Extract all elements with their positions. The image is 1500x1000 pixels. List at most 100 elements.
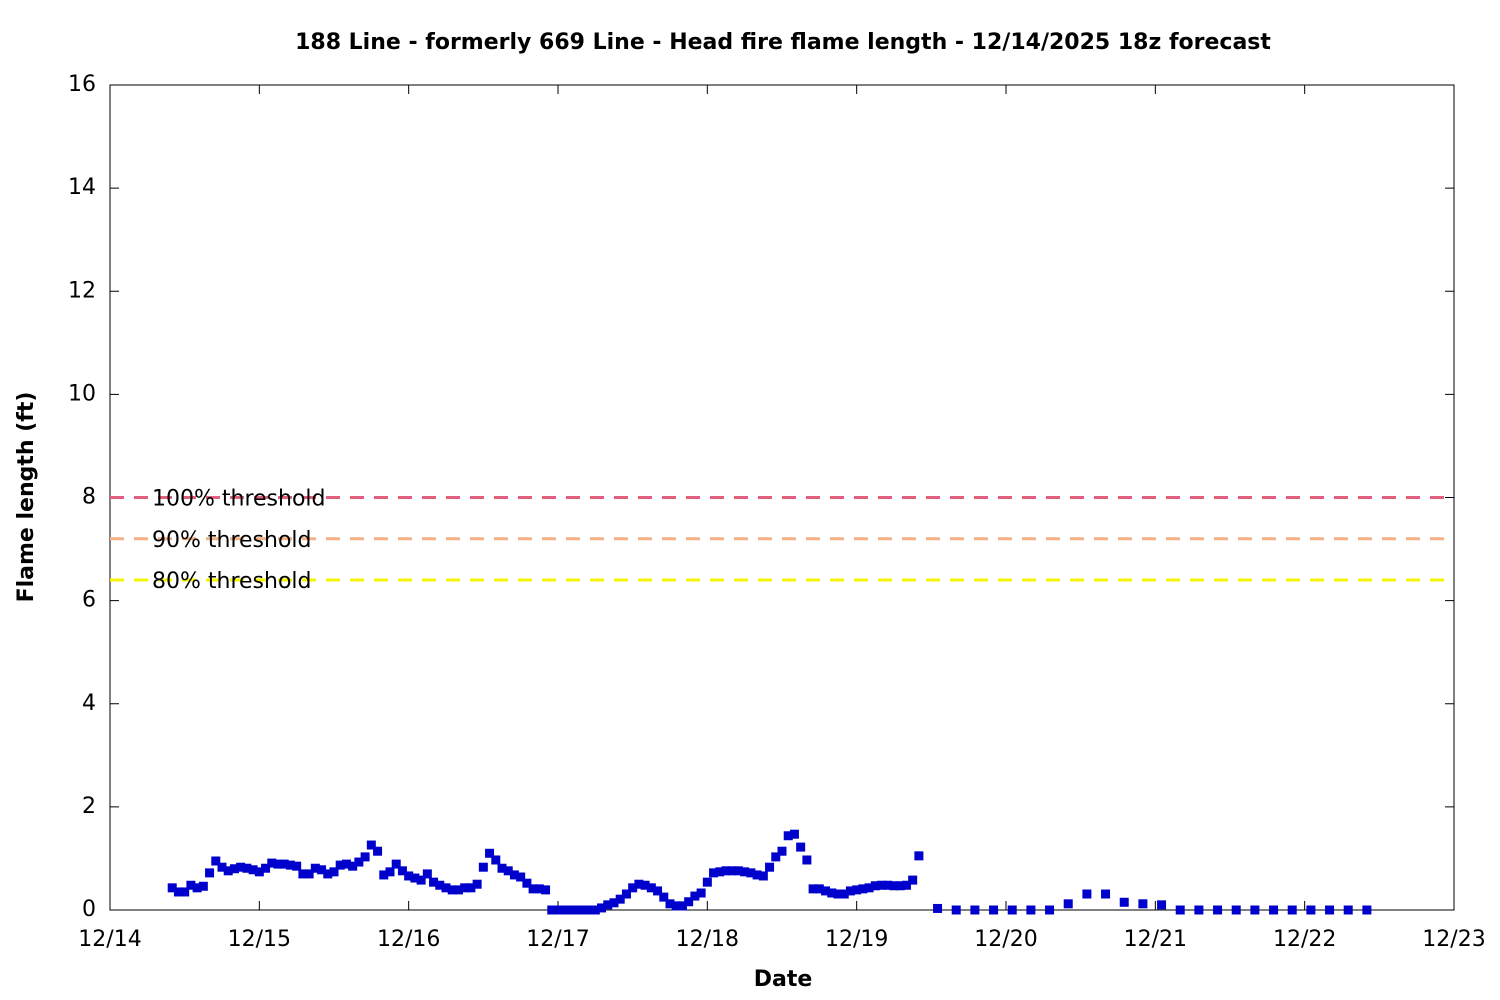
data-point [397, 866, 407, 876]
data-point [180, 887, 190, 897]
data-point [789, 829, 799, 839]
data-point [1175, 905, 1185, 915]
x-tick-label: 12/18 [676, 927, 739, 952]
data-point [1007, 905, 1017, 915]
data-point [1082, 889, 1092, 899]
data-point [895, 881, 905, 891]
x-tick-label: 12/23 [1422, 927, 1485, 952]
data-point [646, 883, 656, 893]
data-point [242, 863, 252, 873]
data-point [1325, 905, 1335, 915]
data-point [1045, 905, 1055, 915]
y-tick-label: 8 [82, 485, 96, 510]
data-point [603, 900, 613, 910]
y-tick-label: 14 [68, 175, 96, 200]
data-point [273, 859, 283, 869]
data-point [341, 859, 351, 869]
data-point [709, 868, 719, 878]
data-point [248, 865, 258, 875]
data-point [827, 888, 837, 898]
data-point [485, 848, 495, 858]
data-point [453, 885, 463, 895]
data-point [590, 905, 600, 915]
data-point [391, 859, 401, 869]
data-point [1362, 905, 1372, 915]
data-point [1101, 889, 1111, 899]
data-point [677, 901, 687, 911]
data-point [758, 871, 768, 881]
chart-title: 188 Line - formerly 669 Line - Head fire… [295, 30, 1271, 55]
data-point [541, 885, 551, 895]
data-point [597, 903, 607, 913]
data-point [615, 894, 625, 904]
data-point [503, 866, 513, 876]
data-point [422, 869, 432, 879]
data-point [217, 862, 227, 872]
data-point [497, 863, 507, 873]
data-point [285, 860, 295, 870]
data-point [472, 879, 482, 889]
data-point [733, 866, 743, 876]
data-point [628, 883, 638, 893]
threshold-label: 80% threshold [152, 569, 312, 594]
data-point [223, 866, 233, 876]
data-point [951, 905, 961, 915]
data-point [771, 852, 781, 862]
data-point [808, 884, 818, 894]
data-point [653, 886, 663, 896]
data-point [933, 903, 943, 913]
y-tick-label: 2 [82, 794, 96, 819]
data-point [298, 869, 308, 879]
data-point [323, 869, 333, 879]
data-point [702, 877, 712, 887]
data-point [261, 863, 271, 873]
data-point [802, 855, 812, 865]
data-point [335, 860, 345, 870]
data-point [416, 875, 426, 885]
data-point [821, 886, 831, 896]
data-point [721, 866, 731, 876]
data-point [279, 859, 289, 869]
data-point [254, 867, 264, 877]
data-point [1269, 905, 1279, 915]
data-point [441, 883, 451, 893]
data-point [329, 867, 339, 877]
data-point [547, 905, 557, 915]
data-point [410, 873, 420, 883]
data-point [777, 846, 787, 856]
data-point [466, 883, 476, 893]
data-point [553, 905, 563, 915]
data-point [765, 862, 775, 872]
data-point [447, 885, 457, 895]
data-point [205, 868, 215, 878]
data-point [348, 861, 358, 871]
data-point [1250, 905, 1260, 915]
data-point [192, 883, 202, 893]
data-point [522, 878, 532, 888]
data-point [229, 864, 239, 874]
x-axis-label: Date [754, 967, 813, 992]
data-point [310, 863, 320, 873]
data-point [1306, 905, 1316, 915]
data-point [684, 897, 694, 907]
x-tick-label: 12/17 [526, 927, 589, 952]
y-tick-label: 12 [68, 278, 96, 303]
x-tick-label: 12/16 [377, 927, 440, 952]
y-tick-label: 16 [68, 72, 96, 97]
x-tick-label: 12/14 [78, 927, 141, 952]
data-point [491, 855, 501, 865]
data-point [435, 880, 445, 890]
data-point [671, 901, 681, 911]
data-point [870, 881, 880, 891]
data-point [559, 905, 569, 915]
data-point [864, 883, 874, 893]
data-point [236, 862, 246, 872]
data-point [429, 877, 439, 887]
data-point [404, 871, 414, 881]
data-point [752, 870, 762, 880]
threshold-label: 90% threshold [152, 528, 312, 553]
data-point [659, 892, 669, 902]
x-tick-label: 12/20 [974, 927, 1037, 952]
